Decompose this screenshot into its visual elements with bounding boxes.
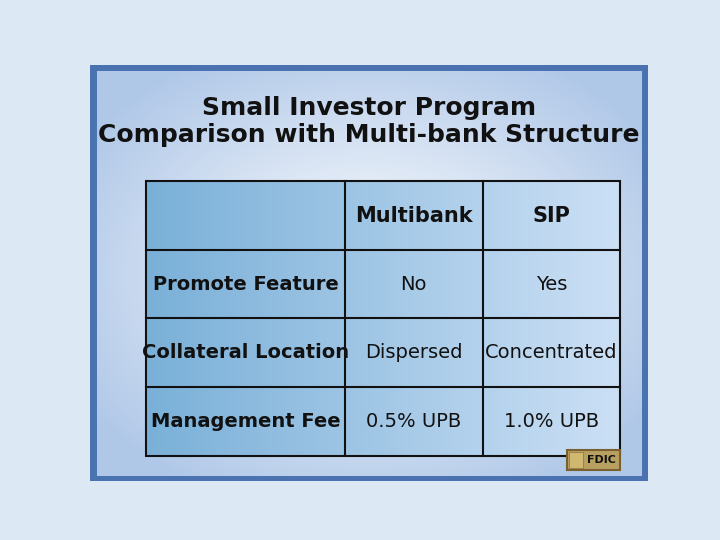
Bar (567, 450, 620, 470)
Bar (145, 181, 620, 456)
Text: Multibank: Multibank (355, 206, 472, 226)
Text: Management Fee: Management Fee (150, 412, 341, 431)
Text: 1.0% UPB: 1.0% UPB (504, 412, 599, 431)
Text: Promote Feature: Promote Feature (153, 275, 338, 294)
Text: FDIC: FDIC (587, 455, 616, 465)
Text: Concentrated: Concentrated (485, 343, 618, 362)
Text: 0.5% UPB: 0.5% UPB (366, 412, 462, 431)
Text: Yes: Yes (536, 275, 567, 294)
Text: SIP: SIP (532, 206, 570, 226)
Text: Dispersed: Dispersed (365, 343, 462, 362)
Bar (570, 452, 582, 468)
Text: Collateral Location: Collateral Location (142, 343, 349, 362)
Text: No: No (400, 275, 427, 294)
Text: Small Investor Program: Small Investor Program (202, 97, 536, 120)
Text: Comparison with Multi-bank Structure: Comparison with Multi-bank Structure (98, 124, 640, 147)
